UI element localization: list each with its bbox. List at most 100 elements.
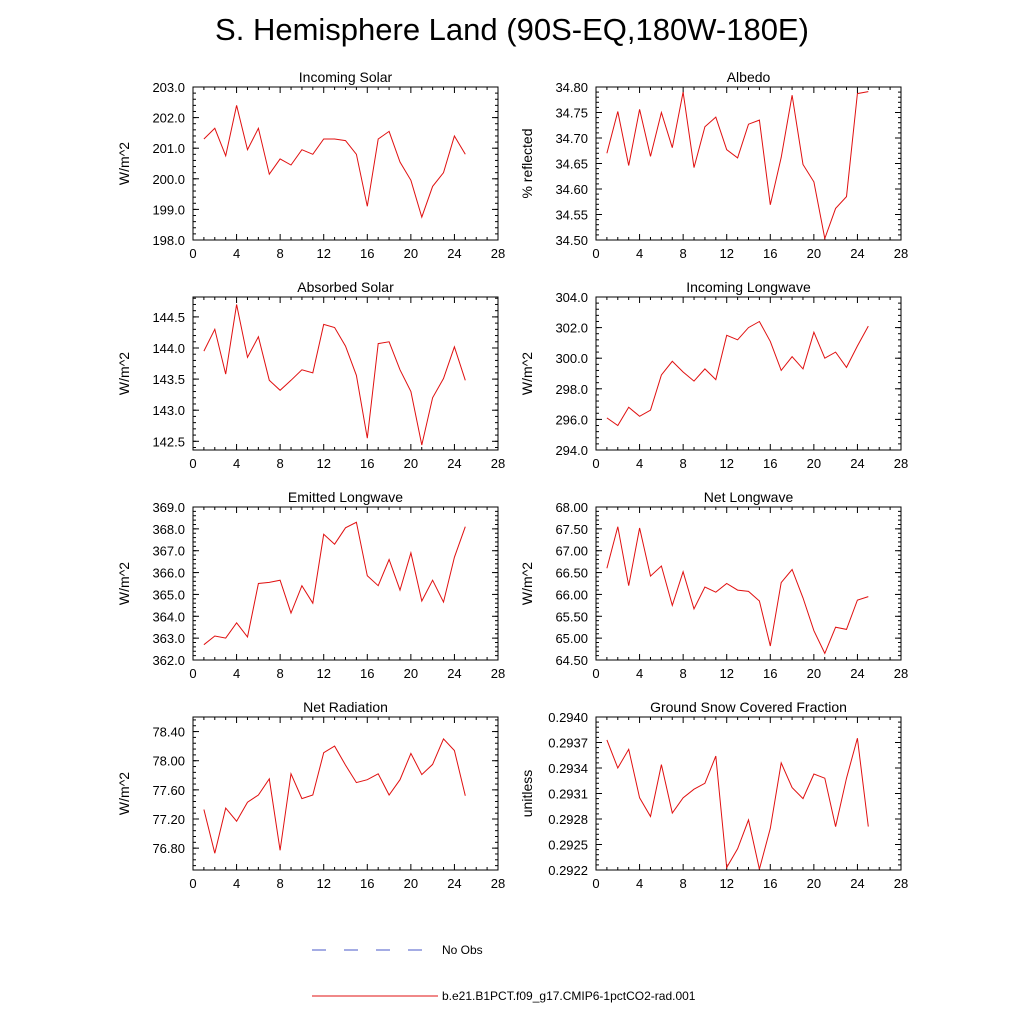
- series-line: [203, 521, 466, 646]
- x-tick-label: 20: [807, 876, 821, 891]
- y-tick-label: 67.00: [555, 544, 588, 559]
- y-tick-label: 68.00: [555, 500, 588, 515]
- y-tick-label: 304.0: [555, 290, 588, 305]
- chart-title: Incoming Solar: [299, 69, 393, 85]
- y-tick-label: 34.65: [555, 157, 588, 172]
- y-tick-label: 34.70: [555, 131, 588, 146]
- y-tick-label: 367.0: [152, 544, 185, 559]
- y-tick-label: 0.2922: [548, 863, 588, 878]
- y-tick-label: 66.00: [555, 587, 588, 602]
- y-tick-label: 34.55: [555, 208, 588, 223]
- x-tick-label: 12: [316, 666, 330, 681]
- x-tick-label: 0: [189, 666, 196, 681]
- x-tick-label: 12: [316, 246, 330, 261]
- y-tick-label: 34.60: [555, 182, 588, 197]
- y-tick-label: 302.0: [555, 321, 588, 336]
- chart-title: Incoming Longwave: [686, 279, 811, 295]
- x-tick-label: 4: [636, 246, 643, 261]
- plot-frame: [595, 716, 902, 871]
- x-tick-label: 4: [636, 456, 643, 471]
- x-tick-label: 0: [189, 456, 196, 471]
- y-axis-label: unitless: [519, 770, 535, 817]
- x-tick-label: 4: [636, 666, 643, 681]
- x-tick-label: 20: [807, 666, 821, 681]
- y-tick-label: 202.0: [152, 111, 185, 126]
- x-tick-label: 8: [680, 246, 687, 261]
- y-tick-label: 34.50: [555, 233, 588, 248]
- y-tick-label: 64.50: [555, 653, 588, 668]
- x-tick-label: 0: [592, 876, 599, 891]
- legend: No Obs b.e21.B1PCT.f09_g17.CMIP6-1pctCO2-…: [312, 943, 696, 1003]
- chart-incoming-longwave: Incoming Longwave W/m^2 0 4 8 12 16 20 24 28 294.0…: [519, 279, 908, 471]
- plot-frame: [192, 296, 499, 451]
- x-tick-label: 24: [447, 876, 461, 891]
- series-line: [606, 91, 869, 241]
- series-line: [606, 738, 869, 870]
- y-tick-label: 203.0: [152, 80, 185, 95]
- plot-frame: [192, 86, 499, 241]
- y-tick-label: 66.50: [555, 566, 588, 581]
- y-tick-label: 0.2925: [548, 838, 588, 853]
- x-tick-label: 28: [491, 456, 505, 471]
- y-tick-label: 199.0: [152, 202, 185, 217]
- x-tick-label: 0: [592, 246, 599, 261]
- y-axis-label: W/m^2: [519, 352, 535, 395]
- x-tick-label: 12: [316, 876, 330, 891]
- x-tick-label: 24: [447, 666, 461, 681]
- series-line: [203, 105, 466, 219]
- y-tick-label: 0.2940: [548, 710, 588, 725]
- y-tick-label: 296.0: [555, 412, 588, 427]
- x-tick-label: 4: [233, 456, 240, 471]
- y-tick-label: 67.50: [555, 522, 588, 537]
- y-axis-label: % reflected: [519, 128, 535, 198]
- y-tick-label: 298.0: [555, 382, 588, 397]
- chart-incoming-solar: Incoming Solar W/m^2 0 4 8 12 16 20 24 28 198.0 199…: [116, 69, 505, 261]
- x-tick-label: 8: [277, 246, 284, 261]
- y-tick-label: 0.2931: [548, 787, 588, 802]
- series-line: [606, 320, 869, 427]
- x-tick-label: 24: [850, 876, 864, 891]
- y-tick-label: 34.80: [555, 80, 588, 95]
- x-tick-label: 16: [360, 876, 374, 891]
- chart-title: Net Longwave: [704, 489, 794, 505]
- chart-ground-snow-covered-fraction: Ground Snow Covered Fraction unitless 0 4 8 1…: [519, 699, 908, 891]
- chart-albedo: Albedo % reflected 0 4 8 12 16 20 24 28 34.50 34.55…: [519, 69, 908, 261]
- y-tick-label: 65.00: [555, 631, 588, 646]
- y-tick-label: 76.80: [152, 841, 185, 856]
- x-tick-label: 24: [850, 246, 864, 261]
- y-tick-label: 369.0: [152, 500, 185, 515]
- y-tick-label: 198.0: [152, 233, 185, 248]
- x-tick-label: 4: [636, 876, 643, 891]
- x-tick-label: 24: [447, 246, 461, 261]
- plot-frame: [595, 296, 902, 451]
- x-tick-label: 20: [404, 456, 418, 471]
- x-tick-label: 28: [491, 876, 505, 891]
- y-tick-label: 0.2928: [548, 812, 588, 827]
- x-tick-label: 12: [316, 456, 330, 471]
- x-tick-label: 24: [850, 666, 864, 681]
- x-tick-label: 16: [763, 246, 777, 261]
- y-tick-label: 365.0: [152, 587, 185, 602]
- chart-net-longwave: Net Longwave W/m^2 0 4 8 12 16 20 24 28 64.50 65.00…: [519, 489, 908, 681]
- x-tick-label: 0: [189, 246, 196, 261]
- x-tick-label: 8: [277, 456, 284, 471]
- y-axis-label: W/m^2: [116, 142, 132, 185]
- x-tick-label: 20: [404, 246, 418, 261]
- y-axis-label: W/m^2: [519, 562, 535, 605]
- chart-net-radiation: Net Radiation W/m^2 0 4 8 12 16 20 24 28 76.80 77.2…: [116, 699, 505, 891]
- y-tick-label: 144.0: [152, 341, 185, 356]
- y-tick-label: 65.50: [555, 609, 588, 624]
- y-tick-label: 200.0: [152, 172, 185, 187]
- y-axis-label: W/m^2: [116, 562, 132, 605]
- y-tick-label: 143.5: [152, 372, 185, 387]
- y-tick-label: 366.0: [152, 566, 185, 581]
- x-tick-label: 16: [763, 666, 777, 681]
- x-tick-label: 28: [491, 666, 505, 681]
- chart-title: Emitted Longwave: [288, 489, 403, 505]
- y-tick-label: 34.75: [555, 106, 588, 121]
- x-tick-label: 12: [719, 456, 733, 471]
- y-tick-label: 364.0: [152, 609, 185, 624]
- series-line: [203, 304, 466, 446]
- x-tick-label: 16: [763, 876, 777, 891]
- x-tick-label: 12: [719, 666, 733, 681]
